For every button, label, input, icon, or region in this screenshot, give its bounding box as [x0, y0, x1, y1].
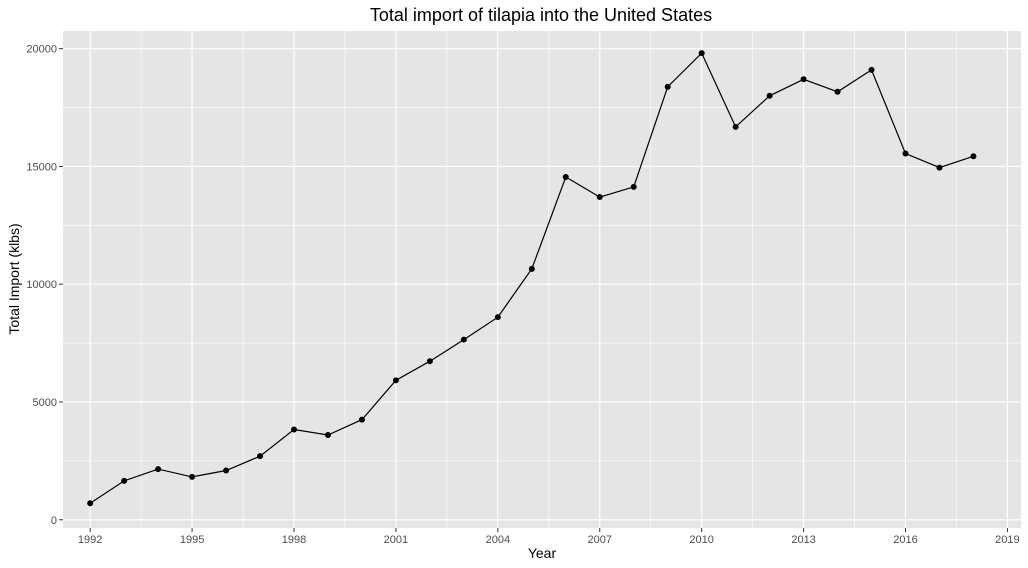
data-points: [87, 50, 977, 507]
data-point: [223, 467, 230, 474]
x-tick-label: 2001: [384, 534, 408, 546]
data-point: [562, 174, 569, 181]
data-point: [902, 150, 909, 157]
y-axis-title: Total Import (klbs): [6, 223, 22, 334]
x-tick-label: 2004: [486, 534, 510, 546]
data-point: [800, 76, 807, 83]
plot-panel: [63, 31, 1021, 528]
data-point: [732, 123, 739, 130]
data-point: [324, 431, 331, 438]
data-point: [392, 377, 399, 384]
y-tick-label: 10000: [26, 279, 57, 291]
x-tick-label: 2007: [588, 534, 612, 546]
x-axis-ticks: 1992 1995 1998 2001 2004 2007 2010 2013 2016 2019: [78, 528, 1020, 546]
data-point: [257, 453, 264, 460]
chart-title: Total import of tilapia into the United …: [370, 5, 712, 25]
data-point: [868, 66, 875, 73]
x-axis-title: Year: [528, 545, 557, 561]
major-gridlines: [63, 31, 1021, 528]
data-point: [596, 194, 603, 201]
x-tick-label: 1995: [180, 534, 204, 546]
x-tick-label: 2019: [995, 534, 1019, 546]
data-point: [189, 473, 196, 480]
minor-gridlines: [63, 31, 1021, 528]
data-point: [121, 477, 128, 484]
data-point: [358, 416, 365, 423]
x-tick-label: 1998: [282, 534, 306, 546]
data-point: [698, 50, 705, 57]
y-axis-ticks: 0 5000 10000 15000 20000: [26, 44, 63, 527]
data-point: [460, 336, 467, 343]
data-point: [291, 426, 298, 433]
data-point: [664, 83, 671, 90]
x-tick-label: 2013: [791, 534, 815, 546]
data-point: [766, 92, 773, 99]
data-point: [494, 314, 501, 321]
data-point: [970, 153, 977, 160]
y-tick-label: 0: [51, 515, 57, 527]
data-point: [426, 358, 433, 365]
x-tick-label: 2016: [893, 534, 917, 546]
data-point: [155, 466, 162, 473]
y-tick-label: 5000: [33, 397, 57, 409]
data-point: [834, 88, 841, 95]
y-tick-label: 15000: [26, 161, 57, 173]
data-point: [87, 500, 94, 507]
data-point: [528, 265, 535, 272]
x-tick-label: 1992: [78, 534, 102, 546]
data-point: [630, 183, 637, 190]
y-tick-label: 20000: [26, 44, 57, 56]
data-point: [936, 164, 943, 171]
x-tick-label: 2010: [689, 534, 713, 546]
